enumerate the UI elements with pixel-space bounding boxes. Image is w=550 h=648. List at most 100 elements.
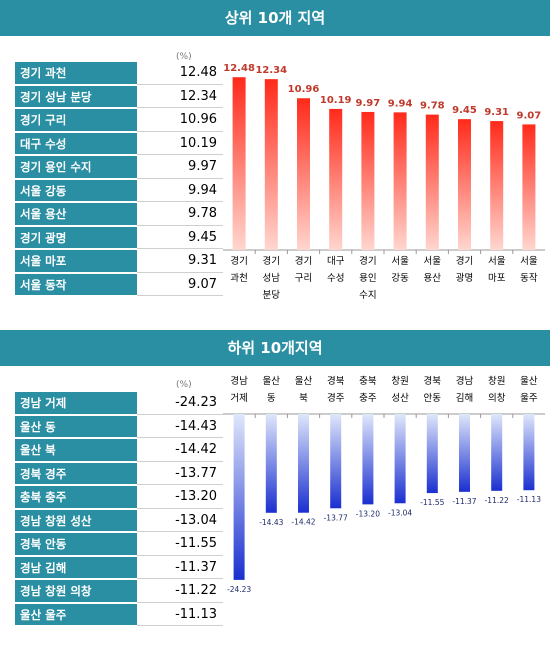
bottom-category-label: 울산 [520,376,538,387]
top-row-label: 서울 용산 [15,203,137,226]
bottom-data-label: -14.42 [291,518,315,527]
top-row-value: 9.45 [137,226,223,249]
top-table-row: 경기 용인 수지 9.97 [15,156,223,180]
top-chart: 12.48 경기 과천 12.34 경기 성남 분당 10.96 경기 구리 10.19 대구 수성 9.… [218,42,550,304]
top-row-label: 경기 광명 [15,226,137,249]
bottom-table-row: 울산 울주 -11.13 [15,603,223,628]
top-table-row: 서울 동작 9.07 [15,273,223,298]
top-category-label: 경기 [230,255,247,267]
top-row-label: 경기 용인 수지 [15,156,137,179]
bottom-row-label: 경북 경주 [15,462,137,485]
bottom-row-label: 울산 북 [15,439,137,462]
bottom-table-row: 울산 북 -14.42 [15,439,223,463]
top-table-row: 경기 과천 12.48 [15,62,223,86]
top-data-label: 9.07 [517,110,542,121]
top-category-label: 성남 [263,273,281,284]
bottom-row-label: 경남 거제 [15,392,137,415]
top-row-value: 12.48 [137,62,223,85]
top-category-label: 경기 [263,255,280,267]
bottom-data-label: -11.37 [452,497,476,506]
bottom-bar [426,414,438,494]
top-data-label: 9.31 [484,107,509,118]
bottom-table-row: 경남 창원 의창 -11.22 [15,580,223,604]
bottom-bar [491,414,503,491]
top-category-label: 광명 [456,272,473,284]
top-category-label: 구리 [295,273,312,284]
top-category-label: 과천 [230,273,247,284]
top-category-label: 동작 [520,273,538,284]
bottom-category-label: 충주 [359,393,377,404]
bottom-category-label: 울산 [263,376,281,387]
bottom-category-label: 울주 [520,393,538,404]
bottom-bar [330,414,342,509]
bottom-category-label: 김해 [456,392,473,404]
top-category-label: 마포 [488,273,506,284]
top-row-label: 서울 강동 [15,179,137,202]
top-row-value: 9.97 [137,156,223,179]
bottom-category-label: 경주 [327,392,345,404]
top-section-title: 상위 10개 지역 [0,0,550,36]
bottom-table-row: 경남 거제 -24.23 [15,392,223,416]
top-row-label: 경기 과천 [15,62,137,85]
bottom-data-label: -11.13 [517,495,541,504]
bottom-table-row: 경남 창원 성산 -13.04 [15,509,223,534]
top-bar [425,114,439,250]
bottom-bar [298,414,309,513]
top-row-label: 경기 구리 [15,109,137,132]
top-data-label: 9.45 [452,105,477,116]
top-category-label: 용산 [424,273,442,284]
bottom-category-label: 경남 [230,375,248,387]
bottom-table-unit: (%) [176,380,192,390]
bottom-row-value: -11.13 [137,603,223,626]
top-bar [297,98,310,250]
top-row-value: 12.34 [137,85,223,108]
bottom-row-label: 경남 창원 성산 [15,509,137,532]
bottom-category-label: 거제 [230,393,247,404]
top-category-label: 강동 [391,273,409,284]
bottom-row-label: 충북 충주 [15,486,137,509]
bottom-row-value: -11.22 [137,580,223,603]
bottom-chart: -24.23 경남 거제 -14.43 울산 동 -14.42 울산 북 -13.77 경북 경주 -1… [218,370,550,632]
bottom-bar [233,414,245,580]
bottom-data-label: -13.77 [324,513,348,522]
bottom-row-label: 경북 안동 [15,533,137,556]
bottom-row-value: -13.04 [137,509,223,532]
bottom-category-label: 성산 [391,393,409,404]
bottom-data-label: -11.22 [485,496,509,505]
top-category-label: 수성 [327,273,344,284]
top-row-label: 서울 마포 [15,250,137,273]
bottom-row-label: 경남 창원 의창 [15,580,137,603]
top-row-label: 서울 동작 [15,273,137,296]
top-row-value: 9.94 [137,179,223,202]
bottom-row-value: -14.43 [137,415,223,438]
top-bar [458,119,471,251]
bottom-category-label: 창원 [391,376,408,387]
top-data-label: 12.48 [223,63,255,74]
bottom-bar [265,414,277,513]
top-category-label: 경기 [359,255,376,267]
bottom-data-label: -24.23 [227,585,251,594]
bottom-row-value: -24.23 [137,392,223,415]
top-category-label: 경기 [295,255,312,267]
top-row-value: 9.31 [137,250,223,273]
bottom-category-label: 경북 [327,375,345,387]
bottom-category-label: 북 [299,393,308,404]
bottom-row-value: -14.42 [137,439,223,462]
bottom-data-label: -14.43 [259,518,283,527]
top-category-label: 서울 [488,256,506,267]
bottom-row-label: 울산 울주 [15,603,137,626]
top-bar [490,121,504,250]
bottom-row-value: -11.55 [137,533,223,556]
top-row-value: 10.96 [137,109,223,132]
bottom-table-row: 충북 충주 -13.20 [15,486,223,510]
top-table-row: 서울 용산 9.78 [15,203,223,227]
top-bar [264,79,278,250]
top-category-label: 분당 [263,290,281,301]
bottom-bar [459,414,470,492]
top-category-label: 서울 [391,256,409,267]
top-row-label: 대구 수성 [15,132,137,155]
top-table-row: 서울 강동 9.94 [15,179,223,204]
top-bar [522,124,536,250]
